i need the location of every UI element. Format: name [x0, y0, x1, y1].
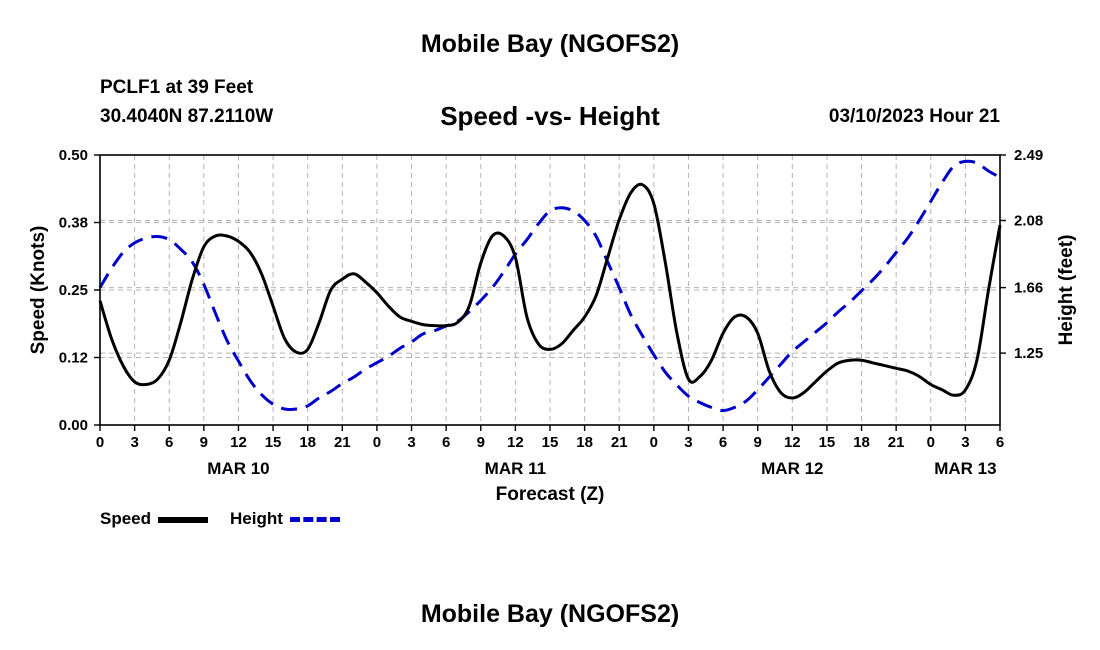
x-tick-label: 3 [130, 434, 138, 451]
height-series-line [98, 159, 1001, 413]
speed-height-chart: 0 3 6 9 12 15 18 21 0 3 6 9 12 15 18 21 0 3 6 9 12 15 18 21 0 3 6 0… [28, 147, 1077, 505]
x-axis-title: Forecast (Z) [496, 484, 605, 505]
y2-tick-label: 1.66 [1014, 280, 1043, 297]
x-tick-label: 3 [684, 434, 692, 451]
x-tick-label: 12 [230, 434, 247, 451]
x-tick-label: 6 [165, 434, 173, 451]
x-tick-label: 12 [507, 434, 524, 451]
x-tick-label: 12 [784, 434, 801, 451]
y2-tick-label: 2.08 [1014, 213, 1043, 230]
grid [100, 155, 1000, 425]
date-label: MAR 12 [761, 459, 823, 478]
x-tick-label: 0 [96, 434, 104, 451]
x-tick-label: 3 [961, 434, 969, 451]
legend-height-label: Height [230, 509, 283, 528]
x-tick-label: 21 [334, 434, 351, 451]
series-layer [98, 159, 1002, 413]
legend-height: Height [230, 509, 340, 529]
x-tick-label: 6 [996, 434, 1004, 451]
y-tick-label: 0.00 [59, 417, 88, 434]
date-label: MAR 13 [934, 459, 996, 478]
y-tick-label: 0.12 [59, 350, 88, 367]
x-tick-label: 15 [265, 434, 282, 451]
x-tick-label: 6 [719, 434, 727, 451]
x-tick-label: 9 [754, 434, 762, 451]
y2-tick-label: 1.25 [1014, 345, 1043, 362]
coordinates-label: 30.4040N 87.2110W [100, 106, 274, 127]
x-tick-label: 0 [650, 434, 658, 451]
chart-subtitle: Speed -vs- Height [440, 101, 660, 131]
y-tick-label: 0.25 [59, 282, 88, 299]
y-axis-title: Speed (Knots) [28, 226, 49, 355]
x-tick-label: 0 [927, 434, 935, 451]
y2-tick-label: 2.49 [1014, 147, 1043, 164]
speed-series-line [98, 182, 1002, 400]
x-tick-label: 6 [442, 434, 450, 451]
x-tick-label: 0 [373, 434, 381, 451]
x-tick-label: 18 [299, 434, 316, 451]
x-tick-label: 18 [576, 434, 593, 451]
y-tick-label: 0.38 [59, 215, 88, 232]
legend-height-swatch [289, 517, 340, 523]
date-label: MAR 11 [485, 459, 546, 478]
y2-axis-title: Height (feet) [1056, 235, 1077, 346]
x-tick-label: 9 [477, 434, 485, 451]
station-label: PCLF1 at 39 Feet [100, 77, 254, 98]
x-tick-label: 3 [407, 434, 415, 451]
x-tick-label: 15 [819, 434, 836, 451]
forecast-datetime: 03/10/2023 Hour 21 [828, 106, 1000, 127]
x-tick-label: 21 [888, 434, 905, 451]
x-tick-label: 9 [200, 434, 208, 451]
legend-speed-swatch [157, 516, 208, 523]
x-tick-label: 15 [542, 434, 559, 451]
chart-title: Mobile Bay (NGOFS2) [420, 30, 680, 58]
y-tick-label: 0.50 [59, 147, 88, 164]
date-label: MAR 10 [207, 459, 269, 478]
legend-speed: Speed [100, 509, 208, 529]
x-tick-label: 18 [853, 434, 870, 451]
axes: 0 3 6 9 12 15 18 21 0 3 6 9 12 15 18 21 0 3 6 9 12 15 18 21 0 3 6 0… [28, 147, 1077, 505]
x-tick-label: 21 [611, 434, 628, 451]
footer-title: Mobile Bay (NGOFS2) [420, 600, 680, 628]
legend-speed-label: Speed [100, 509, 152, 528]
